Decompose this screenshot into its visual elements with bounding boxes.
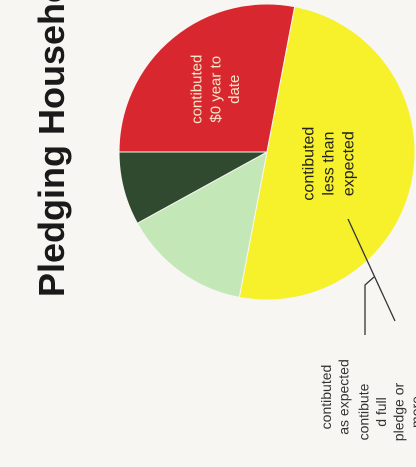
slice-label: contibute d full pledge or more xyxy=(356,382,416,441)
pie-slice xyxy=(238,6,416,301)
slice-label: contibuted as expected xyxy=(318,359,352,435)
slice-label: contibuted less than expected xyxy=(301,127,358,201)
pie-slice xyxy=(136,151,268,298)
pie-slice xyxy=(118,151,268,224)
chart-title: Pledging Households xyxy=(31,0,72,297)
leader-line xyxy=(347,218,396,322)
leader-line xyxy=(364,276,375,335)
slice-label: contibuted $0 year to date xyxy=(189,55,244,124)
pie-slice xyxy=(118,3,296,153)
